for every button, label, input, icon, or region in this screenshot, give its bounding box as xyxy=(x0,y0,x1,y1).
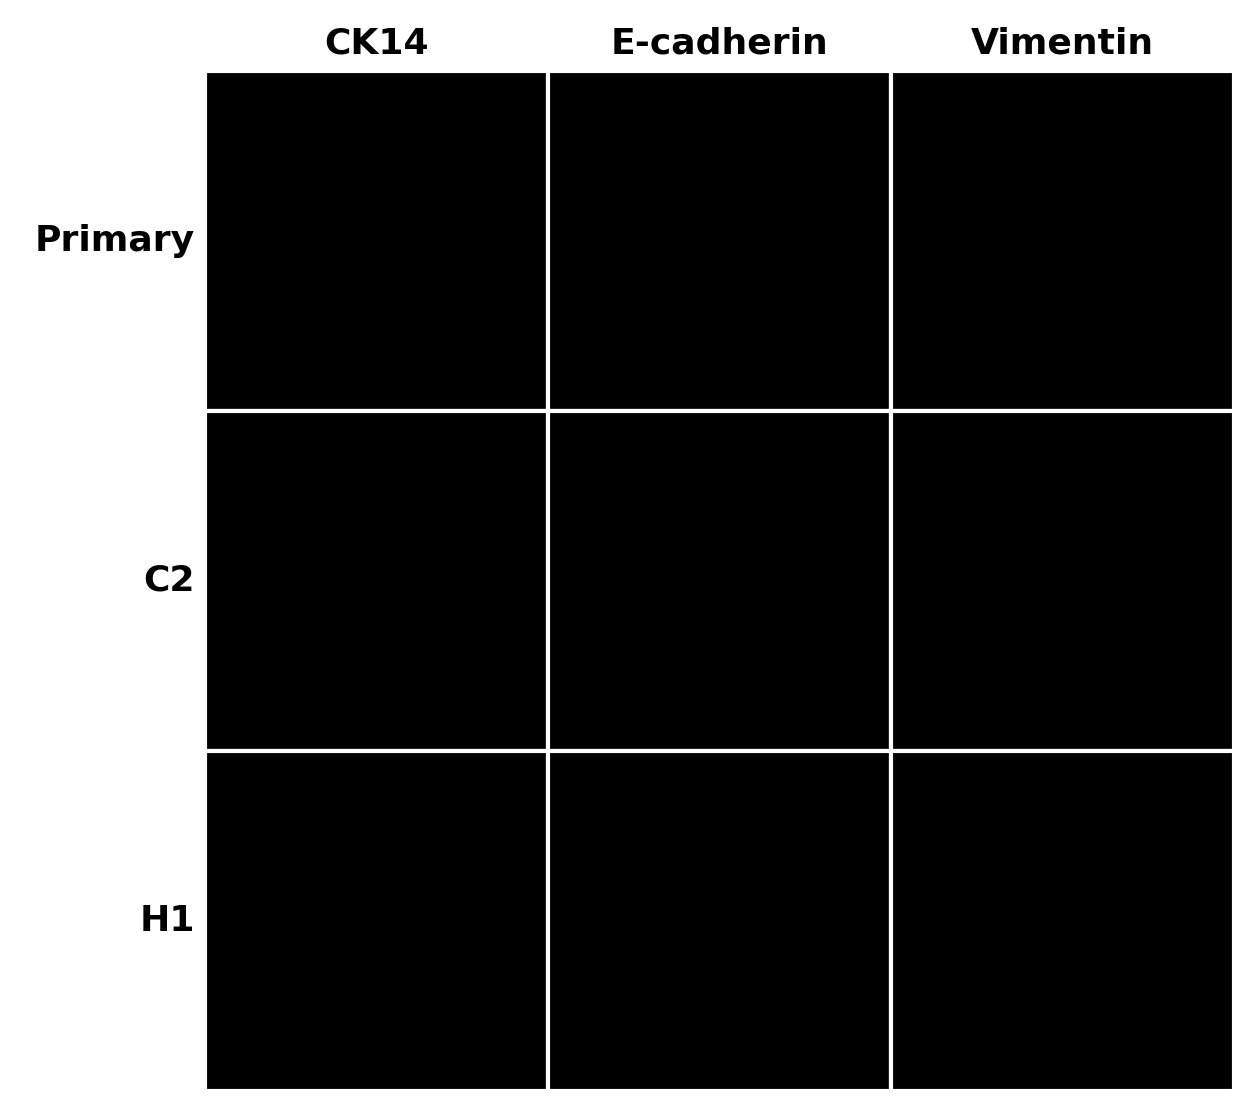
Text: E-cadherin: E-cadherin xyxy=(610,26,828,61)
Text: Primary: Primary xyxy=(35,224,195,259)
Text: Vimentin: Vimentin xyxy=(971,26,1154,61)
Text: C2: C2 xyxy=(143,563,195,598)
Text: H1: H1 xyxy=(139,903,195,938)
Text: CK14: CK14 xyxy=(324,26,429,61)
